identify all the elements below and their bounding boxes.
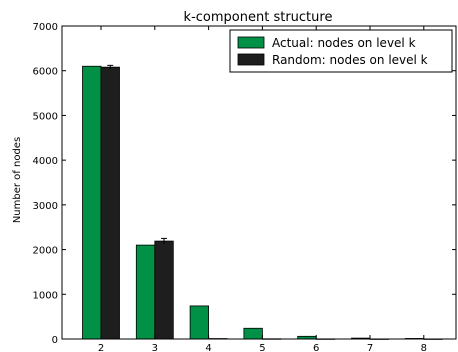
y-tick-label: 5000 bbox=[33, 111, 58, 122]
bar-actual bbox=[82, 65, 102, 340]
x-tick-label: 8 bbox=[421, 343, 427, 352]
legend-swatch bbox=[237, 53, 265, 66]
legend-box bbox=[229, 29, 453, 73]
x-axis: 2 3 4 5 6 7 8 bbox=[98, 26, 427, 352]
bar-actual bbox=[135, 244, 156, 340]
y-tick-label: 2000 bbox=[33, 246, 58, 257]
x-tick-label: 6 bbox=[313, 343, 319, 352]
y-tick-label: 6000 bbox=[33, 67, 58, 78]
x-tick-label: 5 bbox=[259, 343, 265, 352]
legend-label: Actual: nodes on level k bbox=[272, 36, 416, 50]
x-tick-label: 3 bbox=[152, 343, 158, 352]
x-tick-label: 2 bbox=[98, 343, 104, 352]
x-tick-label: 4 bbox=[205, 343, 211, 352]
x-tick-label: 7 bbox=[367, 343, 373, 352]
error-bars-layer bbox=[107, 64, 168, 244]
bars-layer bbox=[82, 65, 443, 340]
y-tick-label: 7000 bbox=[33, 22, 58, 33]
y-tick-label: 3000 bbox=[33, 201, 58, 212]
y-axis-label: Number of nodes bbox=[12, 137, 23, 223]
legend-label: Random: nodes on level k bbox=[272, 53, 428, 67]
legend: Actual: nodes on level k Random: nodes on… bbox=[229, 29, 453, 73]
bar-actual bbox=[243, 327, 263, 340]
bar-random bbox=[100, 66, 120, 340]
legend-swatch bbox=[237, 36, 265, 49]
y-tick-label: 0 bbox=[52, 335, 58, 346]
bar-actual bbox=[189, 305, 210, 340]
y-tick-label: 4000 bbox=[33, 156, 58, 167]
plot-frame bbox=[61, 25, 457, 340]
chart-title: k-component structure bbox=[184, 10, 333, 25]
bar-random bbox=[154, 240, 174, 340]
y-tick-label: 1000 bbox=[33, 290, 58, 301]
y-axis: 0 1000 2000 3000 4000 5000 6000 7000 bbox=[33, 22, 456, 346]
